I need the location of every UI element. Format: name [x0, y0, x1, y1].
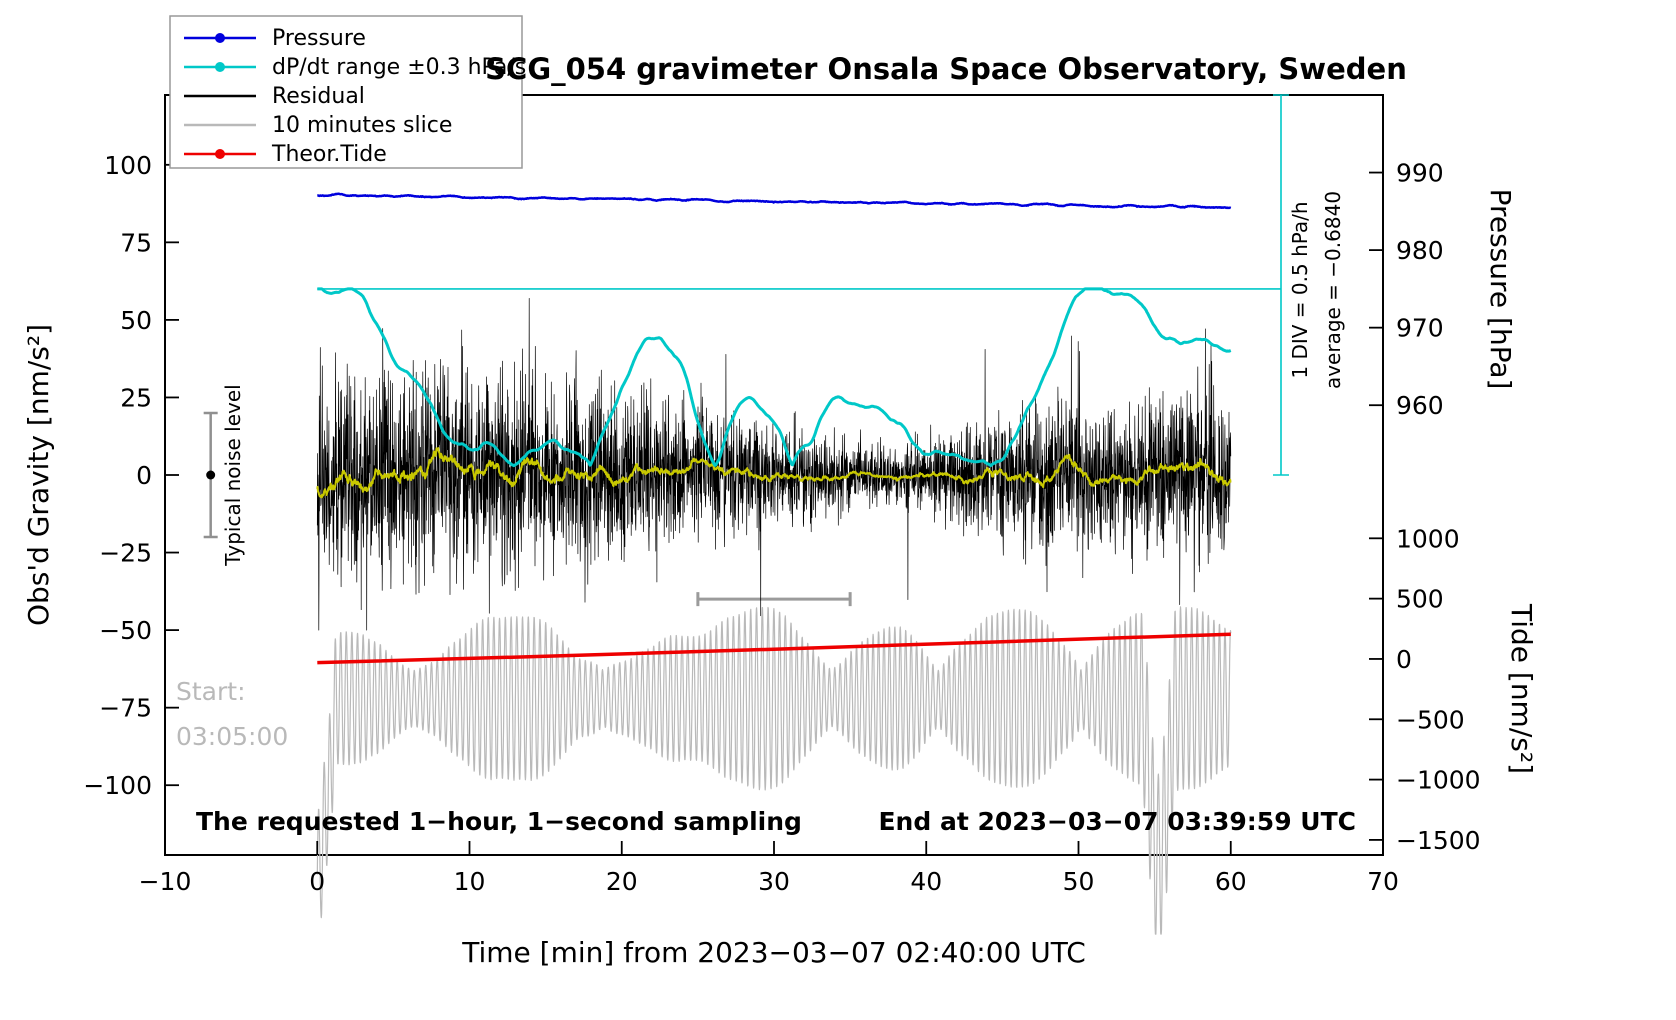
tick-label: 50	[120, 306, 152, 335]
legend-box	[169, 15, 523, 169]
footer-end-time: End at 2023−03−07 03:39:59 UTC	[878, 807, 1356, 836]
tick-label: 75	[120, 228, 152, 257]
tick-label: 1000	[1396, 524, 1460, 553]
average-dpdt-label: average = −0.6840	[1321, 191, 1345, 389]
legend-label-pressure: Pressure	[272, 26, 366, 51]
tick-label: 0	[1396, 645, 1412, 674]
tick-label: 50	[1063, 867, 1095, 896]
legend-label-dpdt: dP/dt range ±0.3 hPa/s	[272, 55, 526, 80]
legend-marker-pressure	[215, 33, 225, 43]
start-time: 03:05:00	[176, 722, 288, 751]
tick-label: −75	[99, 694, 152, 723]
tick-label: 500	[1396, 585, 1444, 614]
chart-title: SCG_054 gravimeter Onsala Space Observat…	[485, 52, 1407, 86]
tick-label: 960	[1396, 391, 1444, 420]
noise-level-dot	[206, 470, 216, 480]
y-axis-label-tide: Tide [nm/s²]	[1505, 603, 1538, 774]
tick-label: 100	[104, 151, 152, 180]
start-label: Start:	[176, 677, 246, 706]
dpdt-reference-vline	[1272, 94, 1289, 476]
tick-label: 20	[606, 867, 638, 896]
tick-label: 0	[136, 461, 152, 490]
tick-label: −100	[83, 771, 152, 800]
tick-label: 30	[758, 867, 790, 896]
typical-noise-level-label: Typical noise level	[221, 384, 245, 566]
tick-label: −10	[139, 867, 192, 896]
10-minutes-slice-line	[316, 606, 1232, 935]
legend-marker-dp-dt-range-0-3-hpa-s	[215, 62, 225, 72]
pressure-line	[316, 192, 1232, 210]
legend-label-tide: Theor.Tide	[271, 142, 387, 167]
dp-dt-range-0-3-hpa-s-line	[316, 287, 1232, 468]
legend-label-residual: Residual	[272, 84, 365, 109]
ten-minute-scalebar	[696, 592, 852, 607]
tick-label: 70	[1367, 867, 1399, 896]
tick-label: 980	[1396, 236, 1444, 265]
x-axis-label: Time [min] from 2023−03−07 02:40:00 UTC	[461, 936, 1086, 969]
tick-label: −25	[99, 539, 152, 568]
div-scale-label: 1 DIV = 0.5 hPa/h	[1288, 201, 1312, 378]
tick-label: 25	[120, 383, 152, 412]
residual-line	[316, 297, 1232, 631]
tick-label: 970	[1396, 314, 1444, 343]
tick-label: 0	[309, 867, 325, 896]
tick-label: −500	[1396, 705, 1465, 734]
tick-label: −1500	[1396, 826, 1481, 855]
theor-tide-line	[317, 632, 1231, 665]
tick-label: 10	[454, 867, 486, 896]
legend-marker-theor-tide	[215, 149, 225, 159]
footer-sampling-note: The requested 1−hour, 1−second sampling	[196, 807, 802, 836]
tick-label: −50	[99, 616, 152, 645]
legend-label-slice: 10 minutes slice	[272, 113, 452, 138]
residual-smoothed-line	[316, 447, 1232, 499]
tick-label: 60	[1215, 867, 1247, 896]
tick-label: −1000	[1396, 766, 1481, 795]
y-axis-label-pressure: Pressure [hPa]	[1484, 189, 1517, 390]
tick-label: 990	[1396, 159, 1444, 188]
y-axis-label-gravity: Obs'd Gravity [nm/s²]	[22, 324, 55, 626]
tick-label: 40	[910, 867, 942, 896]
